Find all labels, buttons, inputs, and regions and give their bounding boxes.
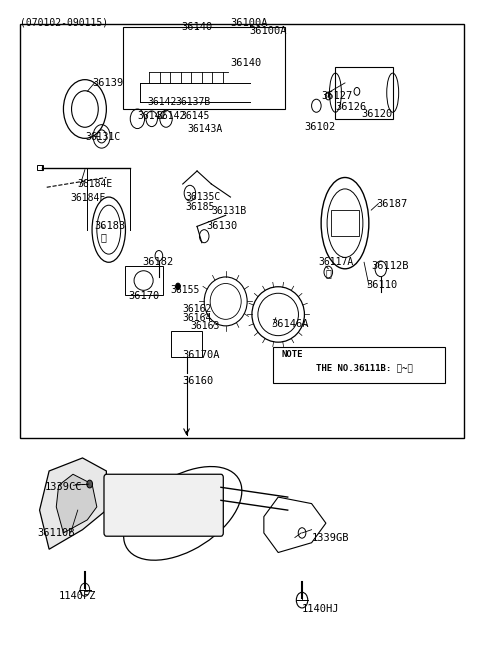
Bar: [336, 67, 393, 119]
Text: 36160: 36160: [183, 376, 214, 386]
Text: 36155: 36155: [171, 285, 200, 295]
Bar: [37, 165, 43, 170]
Text: 1140HJ: 1140HJ: [302, 605, 339, 614]
Text: 36146A: 36146A: [271, 319, 309, 329]
Text: 36143A: 36143A: [188, 124, 223, 134]
Text: 36184F: 36184F: [71, 193, 106, 203]
Polygon shape: [39, 458, 107, 550]
Text: 36131B: 36131B: [211, 206, 247, 216]
Text: 36185: 36185: [185, 202, 215, 212]
Text: 1339CC: 1339CC: [44, 482, 82, 493]
Text: NOTE: NOTE: [282, 350, 303, 360]
Text: 36170A: 36170A: [183, 350, 220, 360]
Text: 36140: 36140: [230, 58, 262, 68]
Text: 36140: 36140: [181, 22, 213, 32]
Text: 36182: 36182: [142, 257, 173, 267]
Circle shape: [87, 480, 93, 488]
Bar: [124, 265, 163, 295]
Bar: [123, 28, 285, 109]
Text: 36183: 36183: [95, 221, 126, 231]
Text: 36120: 36120: [362, 109, 393, 119]
Bar: [21, 24, 464, 438]
Text: 36112B: 36112B: [371, 261, 409, 271]
Polygon shape: [56, 474, 97, 533]
Circle shape: [176, 283, 180, 290]
Text: 36142: 36142: [156, 111, 186, 121]
Text: 36164: 36164: [183, 312, 212, 323]
Text: 36110B: 36110B: [37, 528, 75, 538]
Bar: [274, 347, 445, 383]
Text: 36100A: 36100A: [250, 26, 287, 36]
Bar: [171, 331, 202, 357]
Text: 36100A: 36100A: [231, 18, 268, 28]
Text: 36127: 36127: [321, 91, 352, 101]
Text: ②: ②: [101, 233, 107, 242]
Text: 36170: 36170: [128, 291, 159, 301]
Text: 36184E: 36184E: [78, 179, 113, 189]
Text: (070102-090115): (070102-090115): [21, 18, 108, 28]
Text: 36163: 36163: [190, 321, 219, 331]
Text: 36187: 36187: [376, 198, 407, 208]
Bar: [331, 210, 360, 236]
Text: 36142: 36142: [137, 111, 167, 121]
Text: 36162: 36162: [183, 304, 212, 314]
Text: 36117A: 36117A: [319, 257, 354, 267]
Text: 1140FZ: 1140FZ: [59, 591, 96, 601]
Text: 36126: 36126: [336, 102, 367, 112]
Text: 1339GB: 1339GB: [312, 533, 349, 542]
Text: 36110: 36110: [366, 280, 398, 290]
Text: 36102: 36102: [304, 122, 336, 132]
Text: 36130: 36130: [206, 221, 238, 231]
Text: 36135C: 36135C: [185, 192, 220, 202]
Text: ①: ①: [326, 268, 332, 278]
Text: THE NO.36111B: ①~②: THE NO.36111B: ①~②: [316, 364, 412, 373]
FancyBboxPatch shape: [104, 474, 223, 536]
Text: 36137B: 36137B: [176, 98, 211, 107]
Text: 36142: 36142: [147, 98, 176, 107]
Text: 36145: 36145: [180, 111, 210, 121]
Text: 36139: 36139: [92, 78, 123, 88]
Text: 36131C: 36131C: [85, 132, 120, 142]
